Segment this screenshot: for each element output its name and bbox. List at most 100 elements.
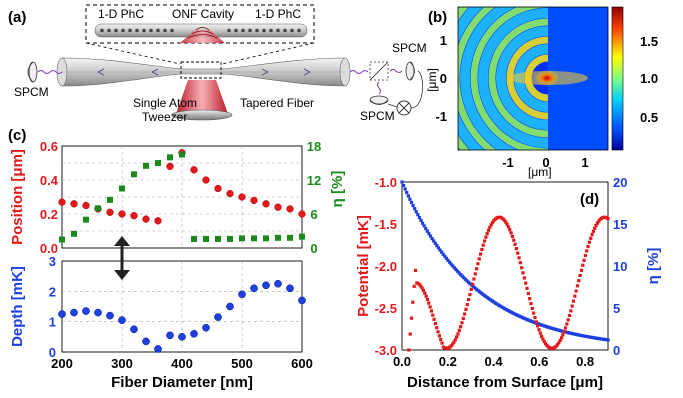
- position-point: [82, 201, 90, 210]
- potential-point: [440, 341, 444, 345]
- efficiency-point: [406, 194, 410, 198]
- upper-ytick-left: 0.2: [40, 207, 58, 222]
- efficiency-point: [455, 269, 460, 273]
- cavity-region-box: [180, 61, 222, 79]
- upper-ytick-right: 18: [307, 139, 321, 154]
- lower-ylabel: Depth [mK]: [9, 266, 26, 347]
- efficiency-point: [432, 239, 436, 243]
- potential-point: [470, 282, 475, 286]
- potential-point: [563, 326, 568, 330]
- efficiency-point: [424, 226, 428, 231]
- phc-hole: [227, 28, 231, 33]
- efficiency-point: [422, 224, 426, 228]
- phc-hole: [163, 28, 167, 33]
- potential-point: [533, 316, 537, 320]
- efficiency-point: [191, 235, 197, 242]
- potential-point: [526, 291, 530, 296]
- potential-point: [518, 261, 522, 265]
- potential-point: [594, 223, 598, 228]
- potential-point: [489, 223, 493, 227]
- potential-point: [482, 239, 487, 243]
- depth-point: [298, 296, 306, 305]
- potential-point: [455, 335, 459, 339]
- interference-band: [470, 7, 608, 150]
- spcm-right-top-label: SPCM: [392, 41, 427, 55]
- phc-hole: [170, 28, 174, 33]
- panel-c-letter: (c): [8, 127, 26, 144]
- phc-hole: [297, 28, 301, 33]
- potential-point: [449, 344, 453, 348]
- panel-d-ytick-right: 10: [613, 259, 627, 274]
- potential-point: [561, 333, 565, 337]
- depth-point: [286, 284, 294, 293]
- potential-point: [480, 247, 484, 252]
- efficiency-point: [400, 180, 404, 184]
- depth-point: [106, 311, 114, 320]
- phc-hole: [255, 28, 259, 33]
- position-point: [298, 210, 306, 218]
- efficiency-point: [409, 200, 414, 205]
- efficiency-point: [131, 171, 137, 178]
- potential-point: [504, 220, 508, 224]
- potential-point: [421, 288, 426, 292]
- potential-point: [579, 268, 584, 272]
- potential-point: [469, 287, 473, 292]
- upper-ytick-left: 0.0: [40, 241, 58, 256]
- potential-point: [536, 324, 540, 328]
- lower-ytick: 0: [49, 345, 56, 360]
- phc-hole: [121, 28, 125, 33]
- position-point: [58, 198, 66, 206]
- efficiency-point: [427, 232, 431, 236]
- potential-point: [558, 338, 562, 343]
- panel-d-ylabel-left: Potential [mK]: [355, 215, 372, 317]
- potential-point: [524, 281, 528, 285]
- potential-point: [435, 326, 439, 330]
- efficiency-point: [444, 256, 448, 260]
- phc-hole: [135, 28, 139, 33]
- potential-point: [542, 340, 546, 344]
- efficiency-point: [203, 235, 209, 242]
- panel-d-xtick: 0.6: [530, 354, 548, 369]
- map-xlabel: [μm]: [528, 165, 552, 179]
- potential-point: [578, 273, 582, 278]
- position-point: [166, 162, 174, 171]
- position-point: [142, 215, 150, 223]
- interference-band: [460, 7, 608, 150]
- phc-hole: [128, 28, 132, 33]
- potential-point: [460, 321, 464, 325]
- lower-xtick: 300: [111, 356, 133, 371]
- potential-point: [508, 228, 512, 232]
- depth-point: [70, 308, 78, 317]
- potential-point: [477, 257, 481, 261]
- efficiency-point: [416, 213, 420, 217]
- potential-point: [457, 328, 461, 333]
- depth-point: [118, 316, 126, 324]
- efficiency-point: [401, 183, 406, 188]
- map-ylabel: [μm]: [425, 68, 439, 92]
- panel-d-letter: (d): [580, 191, 599, 208]
- efficiency-point: [433, 241, 437, 245]
- cavity-label: ONF Cavity: [172, 7, 234, 21]
- phc-hole: [290, 28, 294, 33]
- map-xtick-0: 0: [542, 155, 549, 170]
- efficiency-point: [403, 187, 407, 191]
- potential-point: [505, 222, 509, 226]
- potential-point: [420, 286, 424, 290]
- potential-point: [423, 291, 427, 295]
- potential-point: [502, 218, 507, 222]
- panel-d-xlabel: Distance from Surface [μm]: [407, 374, 603, 391]
- phc-hole: [100, 28, 104, 33]
- upper-ytick-left: 0.4: [40, 173, 59, 188]
- potential-point: [419, 284, 423, 288]
- panel-c-upper-plot: 0.6 0.4 0.2 0.0 18 12 6 0 Position [μm] η [%]: [9, 139, 346, 256]
- map-ytick-0: 0: [440, 71, 447, 86]
- potential-point: [595, 221, 599, 225]
- upper-ytick-right: 6: [310, 207, 317, 222]
- efficiency-point: [263, 235, 269, 242]
- position-point: [106, 208, 114, 216]
- potential-point: [506, 225, 511, 229]
- potential-point: [538, 331, 542, 335]
- potential-point: [484, 235, 488, 239]
